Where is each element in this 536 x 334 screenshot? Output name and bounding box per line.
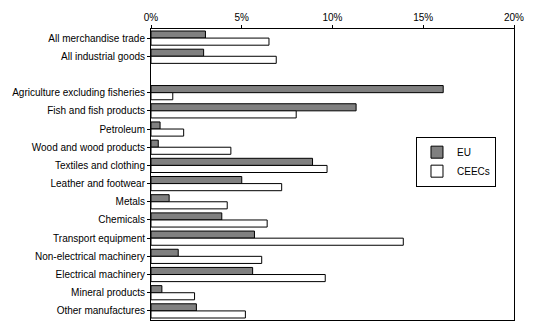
svg-text:All merchandise trade: All merchandise trade [48, 33, 145, 44]
svg-text:Leather and footwear: Leather and footwear [50, 178, 145, 189]
svg-text:EU: EU [457, 147, 471, 158]
svg-text:Transport equipment: Transport equipment [53, 233, 145, 244]
svg-text:5%: 5% [235, 12, 250, 23]
svg-text:Metals: Metals [116, 196, 145, 207]
svg-text:15%: 15% [413, 12, 433, 23]
svg-text:Petroleum: Petroleum [99, 124, 145, 135]
svg-text:Agriculture excluding fisherie: Agriculture excluding fisheries [12, 87, 145, 98]
svg-text:20%: 20% [504, 12, 524, 23]
svg-text:Fish and fish products: Fish and fish products [47, 105, 145, 116]
svg-text:Chemicals: Chemicals [98, 214, 145, 225]
svg-text:Wood and wood products: Wood and wood products [32, 142, 145, 153]
svg-text:10%: 10% [322, 12, 342, 23]
svg-text:CEECs: CEECs [457, 166, 490, 177]
svg-text:Non-electrical machinery: Non-electrical machinery [35, 251, 145, 262]
svg-text:All industrial goods: All industrial goods [61, 51, 145, 62]
svg-text:Other manufactures: Other manufactures [57, 305, 145, 316]
svg-text:Textiles and clothing: Textiles and clothing [55, 160, 145, 171]
svg-text:Mineral products: Mineral products [71, 287, 145, 298]
svg-text:0%: 0% [144, 12, 159, 23]
svg-text:Electrical machinery: Electrical machinery [56, 269, 145, 280]
